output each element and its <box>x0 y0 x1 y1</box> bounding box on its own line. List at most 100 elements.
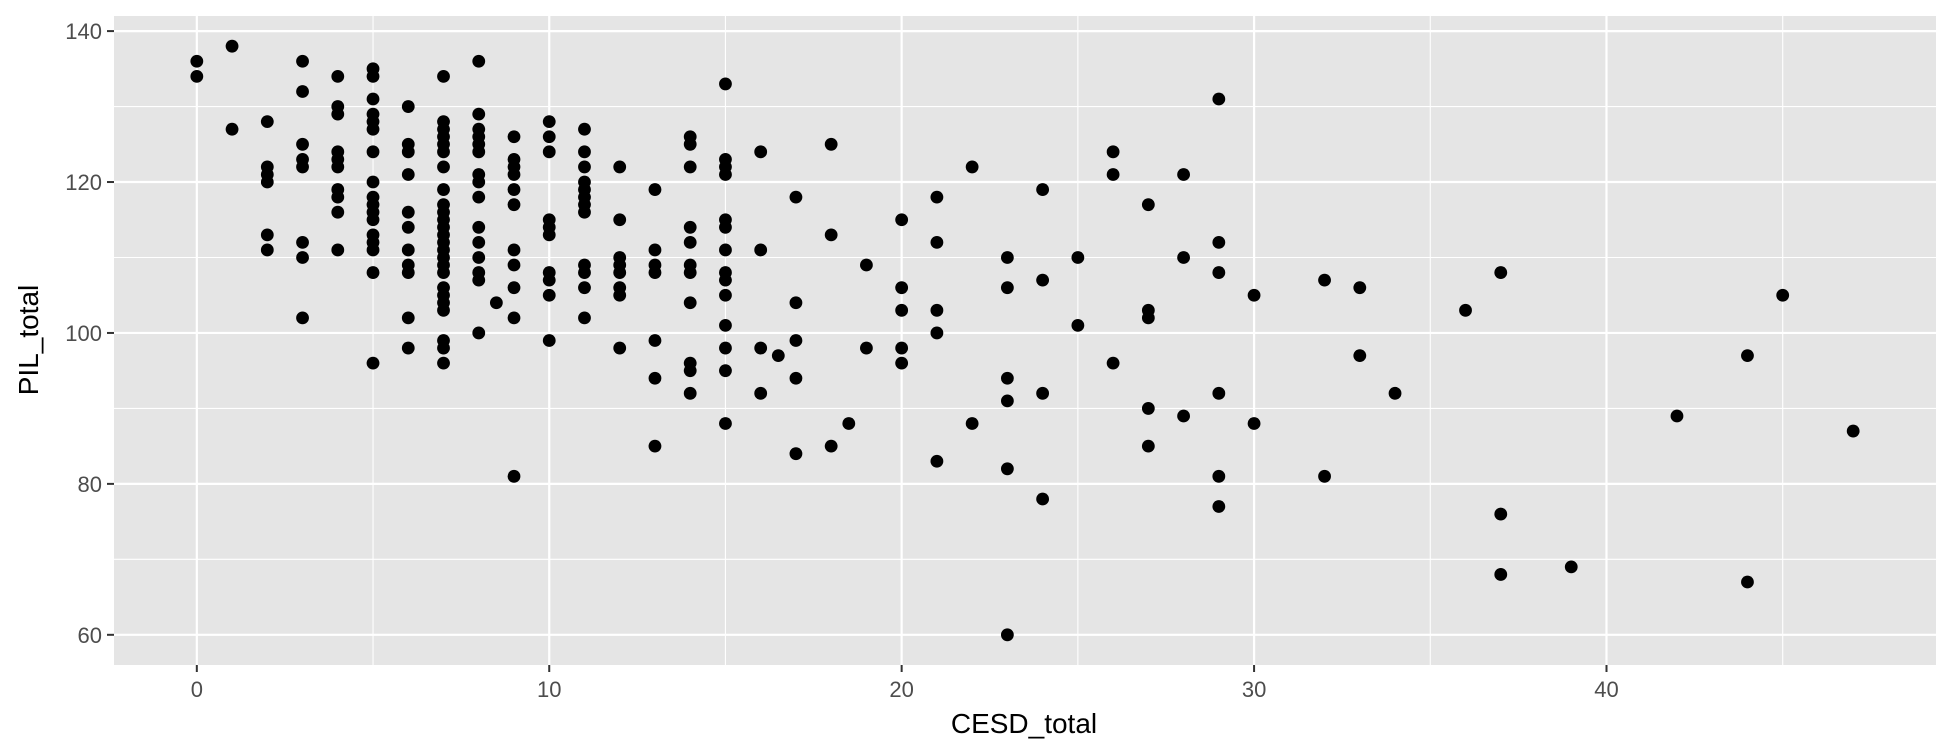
data-point <box>507 258 521 272</box>
data-point <box>648 183 662 196</box>
data-point <box>1000 628 1014 642</box>
data-point <box>401 243 415 257</box>
data-point <box>824 439 838 453</box>
data-point <box>824 228 838 242</box>
data-point <box>507 243 521 257</box>
data-point <box>366 175 380 189</box>
data-point <box>1000 281 1014 295</box>
data-point <box>578 145 591 159</box>
data-point <box>1000 371 1014 385</box>
data-point <box>1036 492 1050 506</box>
data-point <box>331 69 345 83</box>
data-point <box>719 364 732 378</box>
data-point <box>578 205 591 219</box>
data-point <box>507 168 521 181</box>
data-point <box>401 341 415 355</box>
data-point <box>366 69 380 83</box>
data-point <box>648 243 662 257</box>
data-point <box>1000 251 1014 264</box>
data-point <box>719 168 732 181</box>
data-point <box>507 130 521 144</box>
data-point <box>683 364 697 378</box>
data-point <box>437 303 450 317</box>
data-point <box>930 235 944 249</box>
data-point <box>1459 303 1472 317</box>
data-point <box>1106 168 1120 181</box>
x-tick-label: 0 <box>191 677 203 702</box>
data-point <box>1741 575 1754 589</box>
data-point <box>613 266 627 279</box>
data-points <box>190 39 1860 642</box>
data-point <box>683 266 697 279</box>
x-axis: 0 10 20 30 40 <box>191 665 1619 702</box>
data-point <box>824 137 838 151</box>
data-point <box>366 356 380 370</box>
data-point <box>437 69 450 83</box>
y-tick-label: 140 <box>65 19 102 44</box>
data-point <box>895 281 909 295</box>
data-point <box>472 326 486 340</box>
data-point <box>225 39 239 53</box>
data-point <box>472 54 486 68</box>
data-point <box>719 319 732 332</box>
data-point <box>472 235 486 249</box>
data-point <box>401 220 415 234</box>
data-point <box>190 54 204 68</box>
data-point <box>789 334 803 347</box>
data-point <box>578 281 591 295</box>
data-point <box>789 371 803 385</box>
data-point <box>507 469 521 483</box>
data-point <box>1353 349 1367 362</box>
data-point <box>542 145 556 159</box>
data-point <box>930 326 944 340</box>
data-point <box>860 258 873 272</box>
data-point <box>296 311 309 325</box>
data-point <box>260 175 274 189</box>
x-tick-label: 30 <box>1242 677 1266 702</box>
data-point <box>1318 469 1331 483</box>
data-point <box>366 266 380 279</box>
data-point <box>1106 145 1120 159</box>
data-point <box>1036 386 1050 400</box>
data-point <box>1141 311 1155 325</box>
data-point <box>296 251 309 264</box>
data-point <box>754 341 768 355</box>
data-point <box>754 145 768 159</box>
data-point <box>1247 417 1261 430</box>
data-point <box>260 115 274 129</box>
data-point <box>296 137 309 151</box>
data-point <box>472 107 486 121</box>
data-point <box>754 243 768 257</box>
y-axis: 60 80 100 120 140 <box>65 19 114 648</box>
data-point <box>507 198 521 212</box>
data-point <box>1212 500 1226 513</box>
data-point <box>895 356 909 370</box>
data-point <box>1212 92 1226 106</box>
data-point <box>366 145 380 159</box>
data-point <box>331 190 345 204</box>
data-point <box>683 296 697 310</box>
data-point <box>789 190 803 204</box>
data-point <box>472 273 486 287</box>
data-point <box>401 205 415 219</box>
data-point <box>366 213 380 227</box>
data-point <box>437 266 450 279</box>
data-point <box>507 311 521 325</box>
data-point <box>331 205 345 219</box>
data-point <box>331 160 345 174</box>
data-point <box>789 296 803 310</box>
data-point <box>895 303 909 317</box>
data-point <box>472 190 486 204</box>
data-point <box>754 386 768 400</box>
data-point <box>401 168 415 181</box>
data-point <box>296 160 309 174</box>
data-point <box>1212 266 1226 279</box>
data-point <box>1000 394 1014 408</box>
data-point <box>1741 349 1754 362</box>
data-point <box>683 235 697 249</box>
data-point <box>437 341 450 355</box>
data-point <box>542 115 556 129</box>
data-point <box>401 100 415 113</box>
data-point <box>1388 386 1402 400</box>
